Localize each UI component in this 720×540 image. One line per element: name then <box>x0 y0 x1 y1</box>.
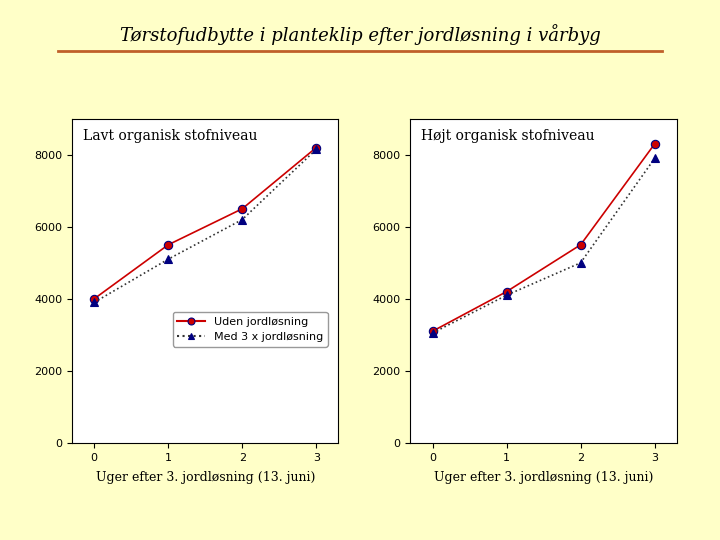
Med 3 x jordløsning <box>428 330 437 336</box>
Line: Uden jordløsning: Uden jordløsning <box>90 144 320 303</box>
Uden jordløsning <box>164 241 173 248</box>
Text: Lavt organisk stofniveau: Lavt organisk stofniveau <box>83 129 257 143</box>
Uden jordløsning <box>90 295 99 302</box>
Line: Uden jordløsning: Uden jordløsning <box>428 140 659 335</box>
Text: Tørstofudbytte i planteklip efter jordløsning i vårbyg: Tørstofudbytte i planteklip efter jordlø… <box>120 24 600 45</box>
Line: Med 3 x jordløsning: Med 3 x jordløsning <box>90 145 320 307</box>
Text: Højt organisk stofniveau: Højt organisk stofniveau <box>421 129 595 143</box>
Legend: Uden jordløsning, Med 3 x jordløsning: Uden jordløsning, Med 3 x jordløsning <box>173 312 328 347</box>
Med 3 x jordløsning <box>164 256 173 262</box>
Uden jordløsning <box>650 141 659 147</box>
Uden jordløsning <box>503 288 511 295</box>
Uden jordløsning <box>428 328 437 334</box>
Med 3 x jordløsning <box>90 299 99 306</box>
Med 3 x jordløsning <box>503 292 511 299</box>
Med 3 x jordløsning <box>650 155 659 161</box>
Uden jordløsning <box>312 144 320 151</box>
Uden jordløsning <box>576 241 585 248</box>
Line: Med 3 x jordløsning: Med 3 x jordløsning <box>428 154 659 337</box>
Med 3 x jordløsning <box>576 260 585 266</box>
X-axis label: Uger efter 3. jordløsning (13. juni): Uger efter 3. jordløsning (13. juni) <box>96 471 315 484</box>
Med 3 x jordløsning <box>312 146 320 153</box>
X-axis label: Uger efter 3. jordløsning (13. juni): Uger efter 3. jordløsning (13. juni) <box>434 471 653 484</box>
Uden jordløsning <box>238 206 246 212</box>
Med 3 x jordløsning <box>238 217 246 223</box>
